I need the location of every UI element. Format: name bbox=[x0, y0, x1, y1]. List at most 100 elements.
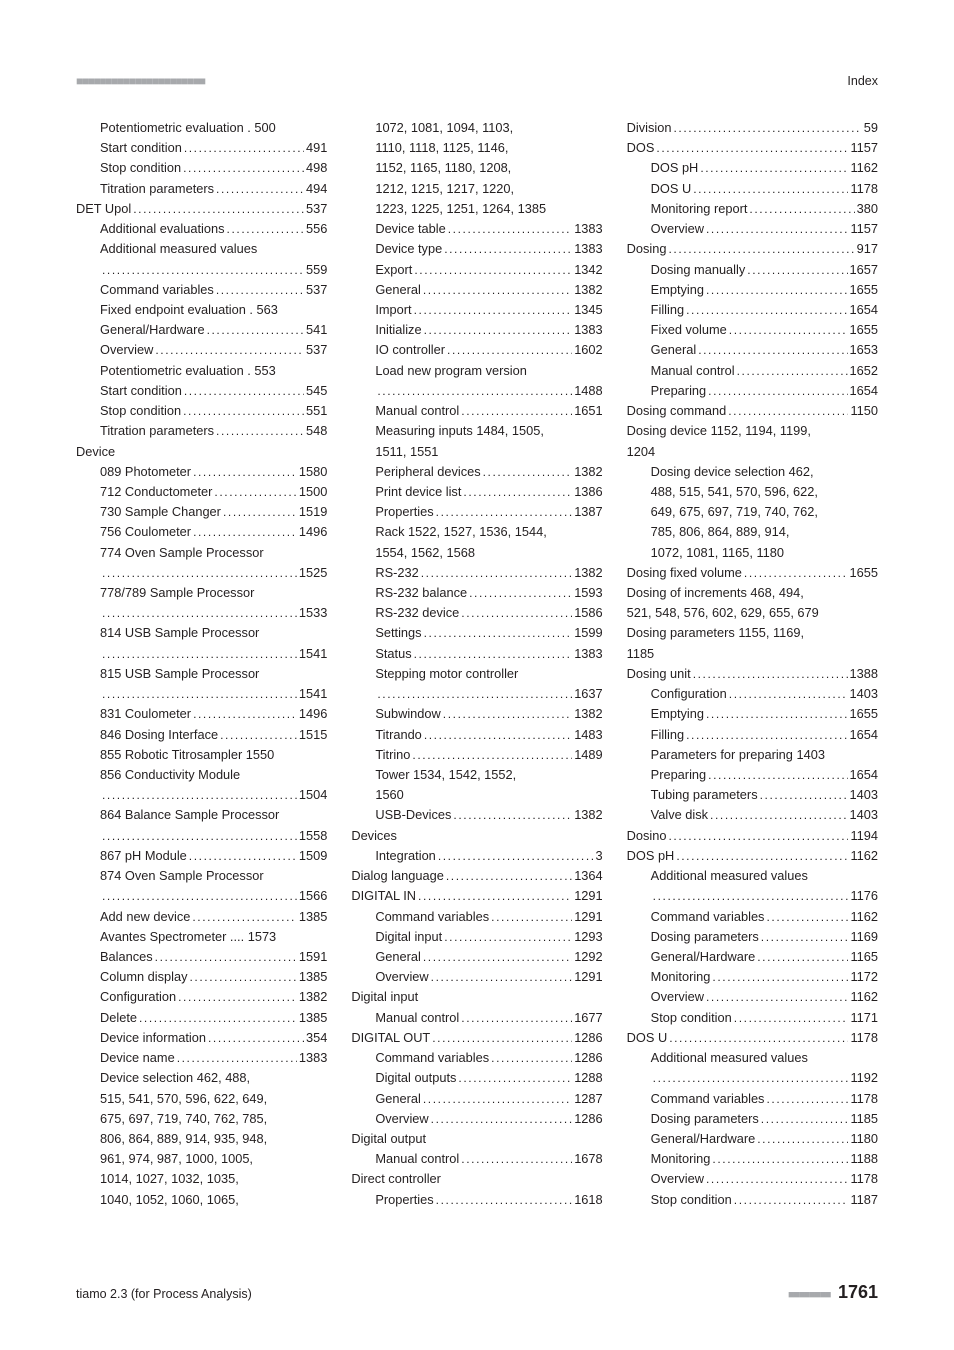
index-leader-dots bbox=[744, 564, 848, 583]
index-entry-label: Filling bbox=[651, 725, 684, 745]
index-entry: 559 bbox=[76, 260, 327, 280]
index-entry: Initialize 1383 bbox=[351, 320, 602, 340]
index-entry-label: Tubing parameters bbox=[651, 785, 758, 805]
index-entry: 864 Balance Sample Processor bbox=[76, 805, 327, 825]
index-entry: Monitoring 1188 bbox=[627, 1149, 878, 1169]
index-entry: Additional measured values bbox=[627, 1048, 878, 1068]
index-entry: General 1287 bbox=[351, 1089, 602, 1109]
index-leader-dots bbox=[418, 887, 572, 906]
index-entry-page: 559 bbox=[306, 260, 327, 280]
index-leader-dots bbox=[447, 341, 572, 360]
index-entry-label: General/Hardware bbox=[651, 947, 756, 967]
index-entry-page: 1382 bbox=[574, 280, 602, 300]
index-entry: Overview 1162 bbox=[627, 987, 878, 1007]
index-entry-label: Digital outputs bbox=[375, 1068, 456, 1088]
index-leader-dots bbox=[693, 665, 848, 684]
index-leader-dots bbox=[183, 159, 304, 178]
index-entry-label: 856 Conductivity Module bbox=[100, 765, 240, 785]
index-entry-label: Dosing parameters bbox=[651, 927, 759, 947]
index-entry-label: DOS U bbox=[627, 1028, 668, 1048]
index-entry-label: Stop condition bbox=[100, 401, 181, 421]
index-entry: Fixed endpoint evaluation . 563 bbox=[76, 300, 327, 320]
index-entry-label: Print device list bbox=[375, 482, 461, 502]
index-entry-label: Dosing of increments 468, 494, bbox=[627, 583, 804, 603]
index-leader-dots bbox=[656, 139, 848, 158]
index-entry-page: 1383 bbox=[574, 239, 602, 259]
index-entry: Stop condition 551 bbox=[76, 401, 327, 421]
index-entry-page: 1599 bbox=[574, 623, 602, 643]
index-entry-page: 1655 bbox=[850, 320, 878, 340]
index-entry-label: DIGITAL IN bbox=[351, 886, 416, 906]
index-entry-label: 874 Oven Sample Processor bbox=[100, 866, 264, 886]
index-entry-label: 774 Oven Sample Processor bbox=[100, 543, 264, 563]
index-entry-label: Direct controller bbox=[351, 1169, 441, 1189]
index-leader-dots bbox=[216, 422, 304, 441]
index-entry-page: 1291 bbox=[574, 967, 602, 987]
index-entry-label: RS-232 device bbox=[375, 603, 459, 623]
index-entry-page: 556 bbox=[306, 219, 327, 239]
index-leader-dots bbox=[729, 685, 848, 704]
index-leader-dots bbox=[448, 220, 572, 239]
index-entry-page: 1178 bbox=[850, 1089, 878, 1109]
index-entry: Tower 1534, 1542, 1552, bbox=[351, 765, 602, 785]
index-entry: Tubing parameters 1403 bbox=[627, 785, 878, 805]
index-leader-dots bbox=[423, 281, 572, 300]
index-leader-dots bbox=[436, 1191, 573, 1210]
index-entry-label: Overview bbox=[651, 219, 704, 239]
index-entry-label: Additional evaluations bbox=[100, 219, 225, 239]
index-leader-dots bbox=[216, 180, 304, 199]
index-entry: Command variables 1291 bbox=[351, 907, 602, 927]
index-leader-dots bbox=[458, 1069, 572, 1088]
index-leader-dots bbox=[223, 503, 297, 522]
index-entry: Manual control 1677 bbox=[351, 1008, 602, 1028]
index-entry: General 1382 bbox=[351, 280, 602, 300]
index-entry-label: Monitoring report bbox=[651, 199, 748, 219]
index-entry: Command variables 537 bbox=[76, 280, 327, 300]
index-leader-dots bbox=[192, 908, 297, 927]
index-entry-label: Monitoring bbox=[651, 1149, 711, 1169]
index-entry: Filling 1654 bbox=[627, 300, 878, 320]
index-leader-dots bbox=[491, 1049, 572, 1068]
index-leader-dots bbox=[423, 948, 572, 967]
index-entry-label: Valve disk bbox=[651, 805, 708, 825]
index-entry-continuation: 1511, 1551 bbox=[351, 442, 602, 462]
index-entry-page: 537 bbox=[306, 340, 327, 360]
index-entry-page: 1288 bbox=[574, 1068, 602, 1088]
index-entry-label: Titration parameters bbox=[100, 421, 214, 441]
index-entry: Stop condition 1187 bbox=[627, 1190, 878, 1210]
index-entry-label: Parameters for preparing 1403 bbox=[651, 745, 825, 765]
index-entry-label: Device selection 462, 488, bbox=[100, 1068, 250, 1088]
index-entry-page: 1342 bbox=[574, 260, 602, 280]
index-entry-label: Measuring inputs 1484, 1505, bbox=[375, 421, 544, 441]
index-entry-page: 1188 bbox=[850, 1149, 878, 1169]
index-entry-page: 917 bbox=[857, 239, 878, 259]
index-entry: General/Hardware 1165 bbox=[627, 947, 878, 967]
index-entry-page: 1483 bbox=[574, 725, 602, 745]
index-entry: Preparing 1654 bbox=[627, 381, 878, 401]
index-entry-page: 1162 bbox=[850, 987, 878, 1007]
index-entry: 846 Dosing Interface 1515 bbox=[76, 725, 327, 745]
index-leader-dots bbox=[184, 382, 304, 401]
index-entry-page: 1541 bbox=[299, 684, 327, 704]
index-leader-dots bbox=[438, 847, 594, 866]
index-entry: Dialog language 1364 bbox=[351, 866, 602, 886]
index-entry: Digital input 1293 bbox=[351, 927, 602, 947]
index-leader-dots bbox=[431, 968, 573, 987]
index-entry: Titration parameters 494 bbox=[76, 179, 327, 199]
index-entry-label: General bbox=[651, 340, 697, 360]
index-entry: Measuring inputs 1484, 1505, bbox=[351, 421, 602, 441]
index-entry: 1488 bbox=[351, 381, 602, 401]
index-entry-label: Emptying bbox=[651, 704, 704, 724]
index-leader-dots bbox=[734, 1191, 849, 1210]
index-entry-page: 1286 bbox=[574, 1109, 602, 1129]
index-entry: 1176 bbox=[627, 886, 878, 906]
footer-product: tiamo 2.3 (for Process Analysis) bbox=[76, 1287, 252, 1301]
index-leader-dots bbox=[424, 321, 573, 340]
index-entry: Configuration 1382 bbox=[76, 987, 327, 1007]
index-entry-continuation: 675, 697, 719, 740, 762, 785, bbox=[76, 1109, 327, 1129]
index-entry-page: 1291 bbox=[574, 907, 602, 927]
index-entry: Dosing device 1152, 1194, 1199, bbox=[627, 421, 878, 441]
index-entry: Dosing command 1150 bbox=[627, 401, 878, 421]
index-entry: Overview 1157 bbox=[627, 219, 878, 239]
index-leader-dots bbox=[706, 281, 848, 300]
